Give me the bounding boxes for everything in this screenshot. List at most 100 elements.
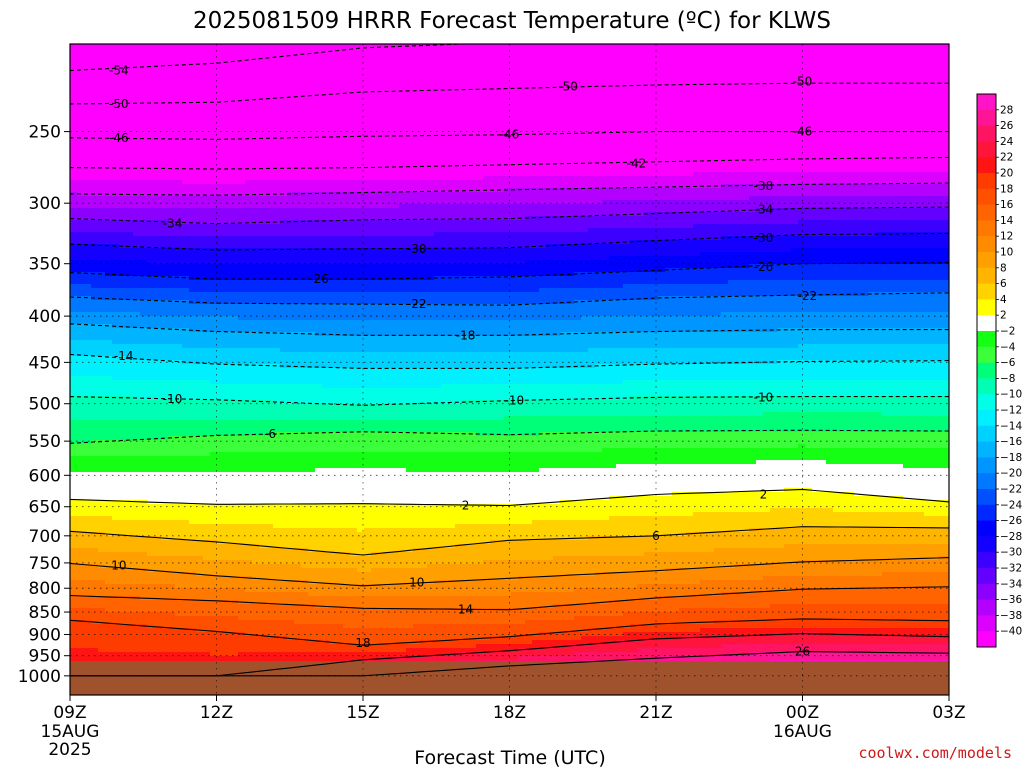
y-tick-label: 650 <box>29 498 61 518</box>
credit-link[interactable]: coolwx.com/models <box>858 744 1012 762</box>
colorbar-swatch <box>977 631 996 648</box>
colorbar-label: 2 <box>1000 310 1007 322</box>
colorbar-swatch <box>977 520 996 537</box>
colorbar-swatch <box>977 394 996 411</box>
colorbar-swatch <box>977 457 996 474</box>
y-tick-label: 600 <box>29 466 61 486</box>
isotherm-label: -22 <box>798 289 818 303</box>
isotherm-line <box>70 586 949 611</box>
colorbar-label: −22 <box>1000 484 1022 496</box>
temperature-fill <box>70 44 949 695</box>
colorbar-swatch <box>977 188 996 206</box>
y-tick-label: 300 <box>29 194 61 214</box>
colorbar-label: 8 <box>1000 262 1007 274</box>
isotherm-label: 10 <box>409 575 424 589</box>
isotherm-label: -46 <box>109 131 129 145</box>
x-tick-label: 21Z <box>639 703 672 723</box>
colorbar-swatch <box>977 94 996 111</box>
colorbar-swatch <box>977 536 996 553</box>
colorbar-swatch <box>977 299 996 316</box>
colorbar-swatch <box>977 204 996 221</box>
colorbar-label: −18 <box>1000 452 1022 464</box>
colorbar-swatch <box>977 220 996 237</box>
isotherm-contours <box>70 44 949 677</box>
colorbar-swatch <box>977 331 996 348</box>
isotherm-label: -30 <box>407 242 427 256</box>
colorbar-label: 10 <box>1000 247 1013 259</box>
isotherm-label: 10 <box>111 559 126 573</box>
isotherm-label: -50 <box>793 74 813 88</box>
y-tick-label: 700 <box>29 527 61 547</box>
x-date-label: 16AUG <box>773 722 832 742</box>
isotherm-label: -50 <box>558 80 578 94</box>
colorbar-swatch <box>977 473 996 490</box>
isotherm-label: -38 <box>754 179 774 193</box>
y-tick-label: 450 <box>29 353 61 373</box>
colorbar-label: −14 <box>1000 420 1022 432</box>
colorbar-label: −2 <box>1000 326 1015 338</box>
colorbar-label: 28 <box>1000 104 1013 116</box>
colorbar-label: −24 <box>1000 499 1022 511</box>
colorbar-swatch <box>977 410 996 427</box>
colorbar-label: −4 <box>1000 341 1016 353</box>
isotherm-label: 2 <box>462 499 470 513</box>
colorbar-swatch <box>977 267 996 285</box>
isotherm-label: 26 <box>795 645 810 659</box>
x-tick-label: 15Z <box>346 703 379 723</box>
isotherm-label: -26 <box>309 272 329 286</box>
below-ground-area <box>70 661 949 695</box>
colorbar-swatch <box>977 615 996 632</box>
x-year-label: 2025 <box>48 740 91 760</box>
y-tick-label: 400 <box>29 307 61 327</box>
colorbar-swatch <box>977 315 996 332</box>
colorbar-swatch <box>977 252 996 269</box>
isotherm-line <box>70 557 949 587</box>
colorbar-swatch <box>977 489 996 506</box>
isotherm-label: -10 <box>754 390 774 404</box>
colorbar-swatch <box>977 599 996 616</box>
y-tick-label: 950 <box>29 647 61 667</box>
y-tick-label: 850 <box>29 603 61 623</box>
isotherm-label: -30 <box>754 231 774 245</box>
x-tick-label: 09Z <box>53 703 86 723</box>
isotherm-label: -54 <box>109 64 129 78</box>
isotherm-label: 2 <box>760 487 768 501</box>
colorbar-label: −30 <box>1000 547 1022 559</box>
y-tick-label: 900 <box>29 625 61 645</box>
colorbar-label: −12 <box>1000 405 1022 417</box>
colorbar-label: −26 <box>1000 515 1022 527</box>
colorbar-label: −40 <box>1000 626 1022 638</box>
isotherm-label: -6 <box>264 427 276 441</box>
x-tick-label: 18Z <box>493 703 526 723</box>
colorbar-label: 20 <box>1000 168 1013 180</box>
isotherm-label: -34 <box>754 203 774 217</box>
colorbar-label: −32 <box>1000 563 1022 575</box>
y-tick-label: 1000 <box>18 667 61 687</box>
colorbar-label: −38 <box>1000 610 1022 622</box>
colorbar-swatch <box>977 109 996 127</box>
isotherm-label: -10 <box>505 394 525 408</box>
colorbar-label: −6 <box>1000 357 1016 369</box>
colorbar-label: 24 <box>1000 136 1014 148</box>
isotherm-label: -34 <box>163 217 183 231</box>
isotherm-line <box>70 618 949 646</box>
colorbar-swatch <box>977 378 996 395</box>
colorbar-label: −8 <box>1000 373 1015 385</box>
colorbar-swatch <box>977 441 996 458</box>
colorbar-swatch <box>977 568 996 585</box>
isotherm-label: 6 <box>652 529 660 543</box>
colorbar-label: 12 <box>1000 231 1013 243</box>
x-axis-label: Forecast Time (UTC) <box>414 747 605 768</box>
isotherm-line <box>70 651 949 677</box>
colorbar-label: 26 <box>1000 120 1014 132</box>
colorbar-swatch <box>977 173 996 190</box>
colorbar-label: 18 <box>1000 183 1013 195</box>
isotherm-label: -26 <box>754 260 774 274</box>
colorbar-swatch <box>977 125 996 142</box>
isotherm-label: -50 <box>109 97 129 111</box>
colorbar-label: −20 <box>1000 468 1022 480</box>
colorbar-swatch <box>977 552 996 569</box>
x-tick-label: 12Z <box>200 703 233 723</box>
